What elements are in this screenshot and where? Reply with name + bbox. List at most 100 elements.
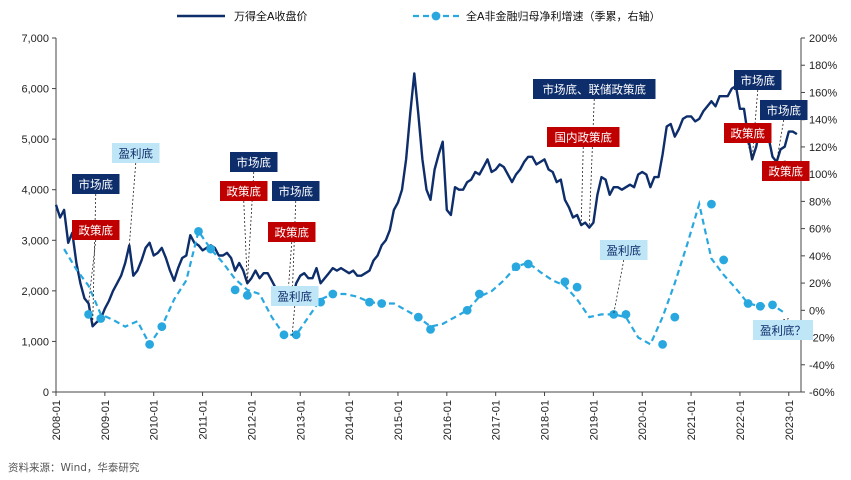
profit-growth-point [377,299,387,308]
profit-growth-point [719,255,729,265]
profit-growth-point [462,305,472,315]
annotation-box-market [734,70,782,90]
annotation-box-policy [547,127,620,147]
profit-growth-point [230,285,240,295]
left-tick-label: 7,000 [21,33,49,45]
source-note: 资料来源：Wind，华泰研究 [8,461,140,474]
right-tick-label: 100% [809,169,837,181]
left-tick-label: 2,000 [21,286,49,298]
left-tick-label: 5,000 [21,134,49,146]
annotation-label-profit: 盈利底 [278,290,313,304]
left-tick-label: 0 [43,387,49,399]
annotation-label-market: 市场底 [279,185,314,199]
annotation-box-market [760,100,808,120]
profit-growth-point [426,324,435,334]
legend-label-profit: 全A非金融归母净利增速（季累，右轴） [466,9,661,23]
annotation-label-market: 市场底 [79,178,114,192]
annotation-box-profit [600,240,648,260]
profit-growth-point [157,322,167,332]
legend-marker-profit [431,11,441,21]
annotation-box-policy [72,220,120,240]
x-tick-label: 2008-01 [51,400,63,440]
profit-growth-point [511,262,521,272]
annotation-leader [287,241,293,294]
profit-growth-point [279,330,289,340]
annotation-label-market: 市场底 [741,74,776,88]
annotation-box-market [72,174,120,194]
x-tick-label: 2018-01 [540,400,552,440]
profit-growth-point [365,297,374,307]
annotation-label-policy: 政策底 [731,127,766,141]
right-tick-label: 200% [809,33,837,45]
x-tick-label: 2017-01 [491,400,503,440]
x-tick-label: 2009-01 [100,400,112,440]
annotation-label-policy: 政策底 [79,224,114,238]
profit-growth-line [63,199,786,347]
left-tick-label: 6,000 [21,84,49,96]
annotation-leader [613,259,625,314]
profit-growth-point [96,314,106,323]
annotation-leader [776,119,785,162]
right-tick-label: 180% [809,60,837,72]
profit-growth-point [658,339,667,349]
profit-growth-point [560,277,570,287]
profit-growth-point [768,300,777,310]
annotation-leader [246,171,255,284]
annotation-label-policy: 政策底 [275,226,310,240]
index-price-line [54,72,798,328]
x-tick-label: 2010-01 [149,400,161,440]
left-tick-label: 1,000 [21,336,49,348]
annotation-leader [747,142,753,160]
profit-growth-point [474,289,484,299]
annotation-leader [588,98,595,226]
x-tick-label: 2021-01 [686,400,698,440]
x-tick-label: 2020-01 [637,400,649,440]
right-tick-label: -60% [809,387,835,399]
annotation-box-policy [724,123,772,143]
profit-growth-point [206,244,216,254]
profit-growth-point [621,309,631,319]
legend-label-index: 万得全A收盘价 [234,9,308,23]
annotation-label-profit: 盈利底？ [760,324,806,338]
annotation-label-policy: 政策底 [769,165,804,179]
profit-growth-point [755,301,765,311]
annotation-box-policy [268,222,316,242]
profit-growth-point [413,312,423,322]
profit-growth-point [707,199,716,209]
axes-layer: 0 1,000 2,000 3,000 4,000 5,000 6,000 7,000 -60%… [21,33,837,440]
profit-growth-point [523,259,533,269]
right-tick-label: 40% [809,251,831,263]
left-tick-label: 3,000 [21,235,49,247]
annotation-box-market [230,152,278,172]
annotation-label-market: 市场底 [237,156,272,170]
profit-growth-point [242,290,252,300]
annotation-box-profit [271,286,319,306]
right-tick-label: 120% [809,142,837,154]
x-tick-label: 2014-01 [344,400,356,440]
series-layer [54,72,798,349]
right-tick-label: 60% [809,224,831,236]
annotation-box-policy [220,181,268,201]
annotation-label-profit: 盈利底 [119,147,154,161]
right-tick-label: 20% [809,278,831,290]
annotation-box-market [272,181,320,201]
x-tick-label: 2012-01 [246,400,258,440]
x-tick-label: 2019-01 [588,400,600,440]
profit-growth-point [328,289,338,299]
profit-growth-point [743,299,753,308]
annotation-leader [243,200,248,284]
annotation-label-market: 市场底、联储政策底 [543,83,647,97]
profit-growth-point [145,339,155,349]
annotation-box-profit [753,320,813,340]
profit-growth-point [609,309,619,319]
annotation-leader [751,89,759,160]
x-tick-label: 2016-01 [442,400,454,440]
legend: 万得全A收盘价 全A非金融归母净利增速（季累，右轴） [177,9,661,23]
right-tick-label: 0% [809,305,825,317]
x-tick-label: 2023-01 [784,400,796,440]
profit-growth-point [572,282,582,292]
annotation-box-profit [112,143,160,163]
profit-growth-point [84,309,93,319]
